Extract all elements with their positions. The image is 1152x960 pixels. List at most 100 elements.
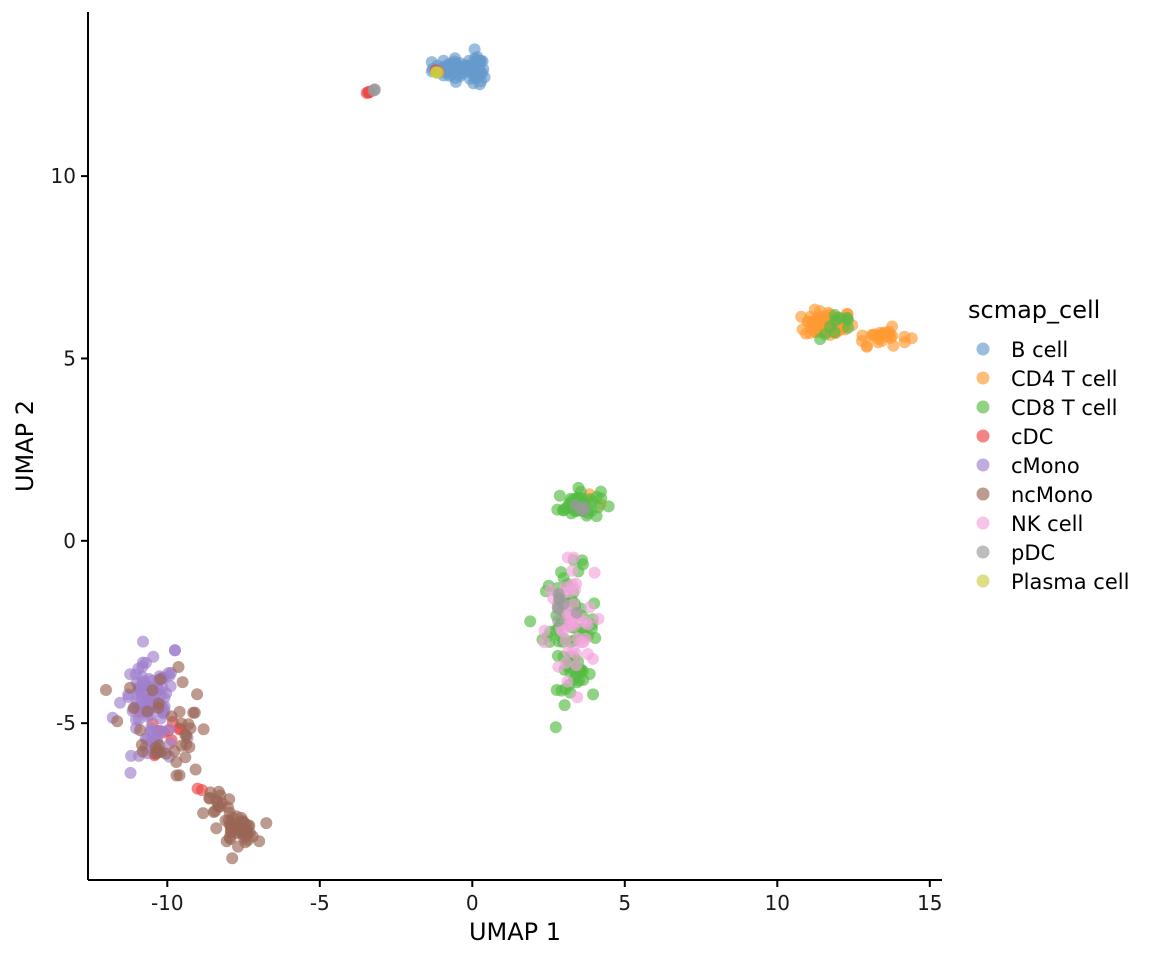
y-axis-ticks: -5 0 5 10 bbox=[51, 164, 88, 735]
legend-swatch bbox=[976, 371, 990, 385]
data-point bbox=[191, 688, 204, 701]
data-point bbox=[586, 652, 599, 665]
data-point bbox=[561, 675, 574, 688]
data-point bbox=[212, 785, 225, 798]
y-tick-label: -5 bbox=[56, 711, 76, 735]
data-point bbox=[147, 650, 160, 663]
legend-item: cDC bbox=[976, 425, 1053, 449]
legend: scmap_cell B cell CD4 T cell CD8 T cell cDC… bbox=[968, 296, 1129, 594]
data-point bbox=[553, 489, 566, 502]
x-tick-label: 15 bbox=[917, 891, 942, 915]
legend-label: CD8 T cell bbox=[1011, 396, 1118, 420]
data-point bbox=[226, 852, 239, 865]
data-point bbox=[141, 705, 154, 718]
y-tick-label: 5 bbox=[63, 346, 76, 370]
data-point bbox=[581, 618, 594, 631]
data-point bbox=[220, 835, 233, 848]
legend-label: ncMono bbox=[1011, 483, 1093, 507]
legend-items: B cell CD4 T cell CD8 T cell cDC cMono ncMono… bbox=[976, 338, 1129, 594]
data-point bbox=[587, 688, 600, 701]
data-point bbox=[237, 831, 250, 844]
legend-label: B cell bbox=[1011, 338, 1068, 362]
data-point bbox=[197, 807, 210, 820]
data-point bbox=[225, 824, 237, 837]
data-point bbox=[154, 712, 167, 725]
data-point bbox=[802, 315, 814, 328]
data-point bbox=[203, 792, 216, 805]
legend-label: CD4 T cell bbox=[1011, 367, 1118, 391]
y-axis-title: UMAP 2 bbox=[11, 400, 39, 492]
legend-swatch bbox=[976, 487, 990, 501]
data-point bbox=[559, 656, 572, 669]
data-point bbox=[137, 635, 149, 648]
data-point bbox=[173, 769, 186, 782]
data-point bbox=[589, 632, 602, 644]
data-point bbox=[588, 566, 601, 579]
data-point bbox=[165, 710, 178, 723]
data-point bbox=[191, 782, 204, 795]
data-point bbox=[571, 632, 584, 645]
data-point bbox=[209, 805, 222, 818]
legend-item: Plasma cell bbox=[976, 570, 1129, 594]
data-point bbox=[824, 320, 837, 333]
data-point bbox=[602, 500, 615, 513]
data-point bbox=[566, 564, 579, 577]
data-point bbox=[138, 675, 151, 688]
legend-swatch bbox=[976, 545, 990, 559]
data-point bbox=[111, 715, 124, 728]
x-tick-label: 10 bbox=[765, 891, 790, 915]
x-axis-title: UMAP 1 bbox=[469, 918, 561, 946]
legend-swatch bbox=[976, 458, 990, 472]
legend-label: cMono bbox=[1011, 454, 1080, 478]
data-point bbox=[124, 681, 137, 694]
legend-swatch bbox=[976, 429, 990, 443]
legend-swatch bbox=[976, 400, 990, 414]
data-point bbox=[189, 763, 202, 776]
data-point bbox=[571, 691, 584, 704]
data-point bbox=[558, 699, 571, 712]
data-point bbox=[169, 644, 181, 657]
data-point bbox=[856, 329, 869, 342]
data-point bbox=[179, 728, 192, 741]
data-point bbox=[538, 636, 551, 649]
data-point bbox=[135, 738, 148, 751]
data-point bbox=[594, 485, 607, 498]
data-point bbox=[569, 669, 582, 682]
y-tick-label: 10 bbox=[51, 164, 76, 188]
data-point bbox=[860, 340, 873, 353]
data-point bbox=[127, 702, 140, 715]
data-point bbox=[550, 684, 563, 696]
scatter-points-layer bbox=[100, 43, 918, 865]
data-point bbox=[466, 67, 479, 80]
data-point bbox=[549, 721, 562, 734]
data-point bbox=[146, 684, 159, 697]
data-point bbox=[570, 659, 583, 672]
data-point bbox=[260, 817, 273, 830]
data-point bbox=[197, 723, 210, 736]
legend-swatch bbox=[976, 574, 990, 588]
data-point bbox=[176, 676, 189, 689]
x-tick-label: -5 bbox=[310, 891, 330, 915]
data-point bbox=[468, 52, 481, 65]
data-point bbox=[154, 673, 167, 686]
legend-label: Plasma cell bbox=[1011, 570, 1129, 594]
data-point bbox=[478, 71, 491, 84]
legend-item: NK cell bbox=[976, 512, 1083, 536]
x-tick-label: 0 bbox=[466, 891, 479, 915]
data-point bbox=[570, 606, 583, 619]
data-point bbox=[149, 741, 162, 754]
data-point bbox=[188, 706, 201, 719]
data-point bbox=[552, 614, 565, 627]
legend-label: NK cell bbox=[1011, 512, 1083, 536]
data-point bbox=[180, 738, 193, 751]
y-tick-label: 0 bbox=[63, 529, 76, 553]
data-point bbox=[569, 583, 582, 596]
legend-swatch bbox=[976, 516, 990, 530]
legend-item: ncMono bbox=[976, 483, 1093, 507]
data-point bbox=[367, 84, 380, 97]
data-point bbox=[557, 504, 570, 517]
data-point bbox=[124, 766, 137, 779]
data-point bbox=[578, 504, 590, 517]
data-point bbox=[453, 70, 466, 83]
